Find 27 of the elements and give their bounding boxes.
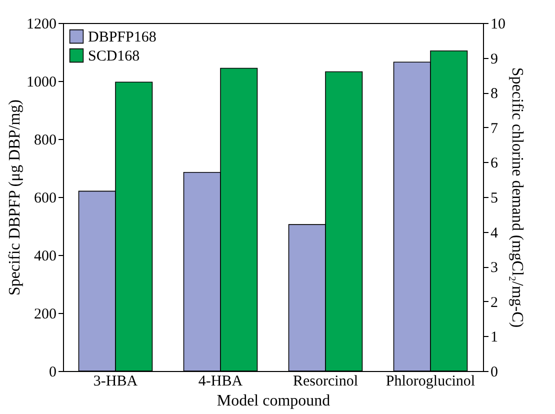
y2-tick-label: 1 bbox=[490, 330, 498, 346]
y2-tick-label: 5 bbox=[490, 190, 498, 206]
y2-tick-label: 8 bbox=[490, 86, 498, 102]
legend-label: SCD168 bbox=[88, 48, 140, 64]
y2-tick-label: 6 bbox=[490, 156, 498, 172]
y-tick-label: 800 bbox=[34, 132, 56, 148]
x-tick-label: 3-HBA bbox=[93, 374, 138, 390]
x-tick-label: Resorcinol bbox=[293, 374, 358, 390]
y-tick-label: 600 bbox=[34, 190, 56, 206]
y2-tick-label: 0 bbox=[490, 364, 498, 380]
y2-tick-label: 4 bbox=[490, 225, 498, 242]
y-tick-label: 1200 bbox=[26, 16, 56, 32]
y2-tick-label: 7 bbox=[490, 120, 498, 137]
y2-tick-label: 2 bbox=[490, 294, 498, 311]
y2-axis-title: Specific chlorine demand (mgCl₂/mg-C) bbox=[508, 67, 526, 328]
legend-label: DBPFP168 bbox=[88, 30, 156, 46]
y2-tick-label: 10 bbox=[490, 16, 506, 32]
y-tick-label: 0 bbox=[49, 364, 56, 380]
x-tick-label: 4-HBA bbox=[198, 374, 243, 390]
y-tick-label: 400 bbox=[34, 248, 56, 264]
x-tick-label: Phloroglucinol bbox=[386, 374, 476, 390]
x-axis-title: Model compound bbox=[216, 392, 330, 410]
y2-tick-label: 9 bbox=[490, 51, 498, 68]
y-axis-title: Specific DBPFP (μg DBP/mg) bbox=[6, 100, 24, 296]
y2-tick-label: 3 bbox=[490, 260, 498, 276]
y-tick-label: 200 bbox=[34, 306, 56, 322]
y-tick-label: 1000 bbox=[26, 74, 56, 90]
